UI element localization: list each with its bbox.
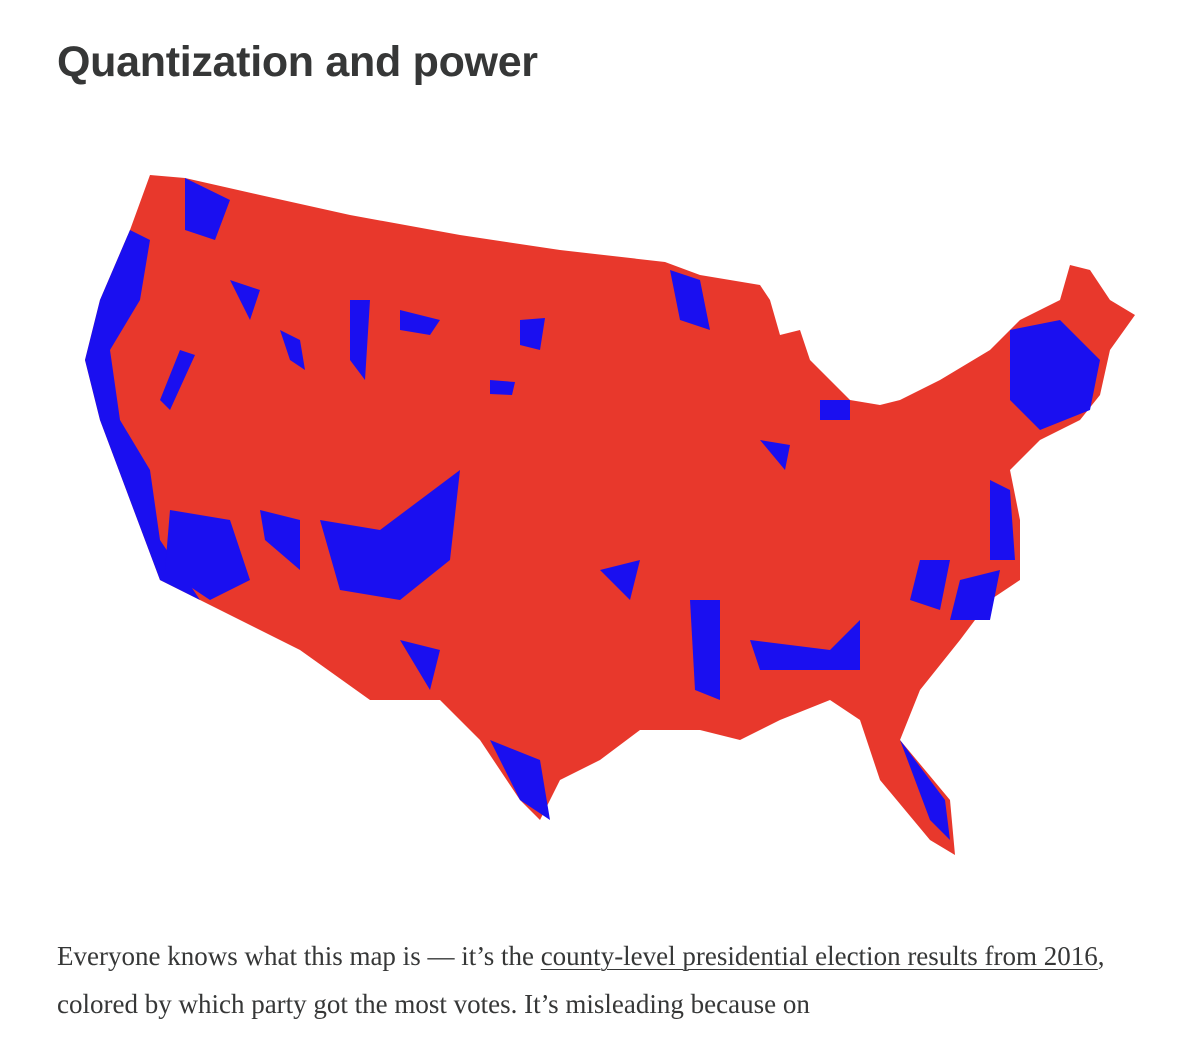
paragraph-text: , colored by which party got the most vo…	[57, 941, 1105, 1019]
section-title: Quantization and power	[57, 38, 538, 86]
paragraph-text: Everyone knows what this map is — it’s t…	[57, 941, 541, 971]
election-map	[85, 175, 1135, 855]
map-blue-counties	[85, 178, 1100, 840]
source-link[interactable]: county-level presidential election resul…	[540, 941, 1098, 971]
map-red-counties	[85, 175, 1135, 855]
body-paragraph: Everyone knows what this map is — it’s t…	[57, 932, 1147, 1028]
